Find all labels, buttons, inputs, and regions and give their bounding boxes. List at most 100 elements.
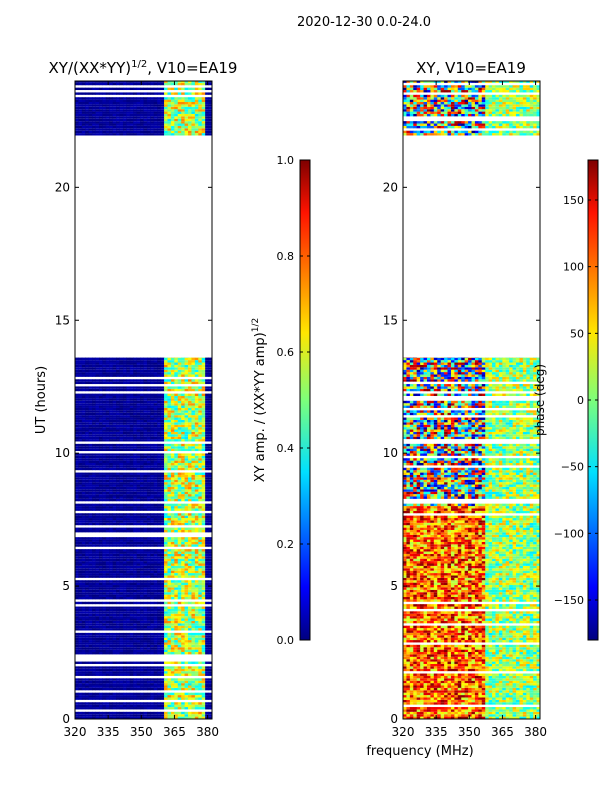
heatmap-cell [160, 707, 165, 710]
heatmap-cell [122, 367, 127, 370]
heatmap-cell [201, 412, 206, 416]
heatmap-cell [157, 498, 162, 502]
heatmap-cell [81, 702, 86, 705]
heatmap-cell [78, 369, 83, 373]
heatmap-cell [129, 541, 134, 545]
heatmap-cell [153, 589, 158, 593]
heatmap-cell [170, 618, 175, 621]
heatmap-cell [126, 628, 131, 631]
heatmap-cell [133, 687, 138, 691]
heatmap-cell [143, 446, 148, 449]
heatmap-cell [75, 436, 79, 440]
heatmap-cell [188, 386, 192, 389]
heatmap-cell [191, 367, 196, 370]
heatmap-cell [105, 683, 110, 686]
heatmap-cell [184, 637, 189, 641]
heatmap-cell [129, 644, 134, 648]
heatmap-cell [88, 513, 93, 516]
heatmap-cell [160, 611, 165, 614]
heatmap-cell [188, 671, 192, 674]
heatmap-cell [112, 465, 117, 468]
heatmap-cell [174, 477, 179, 480]
heatmap-cell [92, 398, 96, 401]
heatmap-cell [160, 702, 165, 705]
heatmap-cell [191, 484, 196, 487]
heatmap-cell [102, 400, 107, 404]
heatmap-cell [170, 424, 175, 428]
heatmap-cell [201, 611, 206, 614]
heatmap-cell [194, 372, 199, 375]
heatmap-cell [191, 563, 196, 566]
heatmap-cell [109, 697, 114, 700]
heatmap-cell [102, 563, 107, 566]
heatmap-cell [116, 431, 120, 435]
heatmap-cell [208, 498, 213, 502]
heatmap-cell [109, 611, 114, 614]
heatmap-cell [78, 596, 83, 600]
heatmap-cell [188, 362, 192, 365]
heatmap-cell [95, 494, 100, 497]
heatmap-cell [181, 573, 185, 576]
heatmap-cell [143, 520, 148, 523]
heatmap-cell [170, 620, 175, 624]
heatmap-cell [140, 620, 144, 624]
heatmap-cell [153, 465, 158, 468]
heatmap-cell [167, 472, 172, 475]
heatmap-cell [133, 714, 138, 717]
heatmap-cell [81, 439, 86, 442]
heatmap-cell [129, 640, 134, 643]
heatmap-cell [105, 439, 110, 442]
heatmap-cell [191, 541, 196, 545]
heatmap-cell [98, 565, 103, 569]
heatmap-cell [122, 649, 127, 653]
heatmap-cell [201, 620, 206, 624]
heatmap-cell [78, 479, 83, 483]
heatmap-cell [164, 527, 168, 530]
heatmap-cell [143, 489, 148, 492]
heatmap-cell [92, 707, 96, 710]
heatmap-cell [105, 419, 110, 423]
heatmap-cell [194, 482, 199, 485]
heatmap-cell [153, 592, 158, 595]
heatmap-cell [126, 364, 131, 368]
heatmap-cell [102, 632, 107, 636]
heatmap-cell [92, 608, 96, 612]
heatmap-cell [109, 573, 114, 576]
heatmap-cell [75, 704, 79, 708]
heatmap-cell [143, 711, 148, 715]
heatmap-cell [184, 666, 189, 669]
heatmap-cell [78, 489, 83, 492]
heatmap-cell [95, 393, 100, 397]
heatmap-cell [143, 415, 148, 418]
heatmap-cell [143, 601, 148, 605]
heatmap-cell [133, 683, 138, 686]
heatmap-cell [208, 606, 213, 609]
heatmap-cell [174, 436, 179, 440]
heatmap-cell [75, 407, 79, 411]
heatmap-cell [146, 714, 151, 717]
heatmap-cell [140, 381, 144, 385]
heatmap-cell [150, 508, 155, 511]
heatmap-cell [198, 458, 203, 461]
heatmap-cell [170, 692, 175, 696]
heatmap-cell [78, 400, 83, 404]
heatmap-cell [122, 518, 127, 521]
heatmap-cell [133, 556, 138, 559]
heatmap-cell [88, 628, 93, 631]
heatmap-cell [157, 491, 162, 495]
heatmap-cell [109, 541, 114, 545]
heatmap-cell [150, 589, 155, 593]
heatmap-cell [184, 580, 189, 583]
heatmap-cell [122, 400, 127, 404]
heatmap-cell [146, 482, 151, 485]
heatmap-cell [205, 467, 209, 471]
heatmap-cell [92, 477, 96, 480]
heatmap-cell [208, 556, 213, 559]
heatmap-cell [177, 673, 182, 676]
heatmap-cell [105, 412, 110, 416]
heatmap-cell [184, 632, 189, 636]
heatmap-cell [146, 537, 151, 540]
heatmap-cell [116, 683, 120, 686]
heatmap-cell [119, 635, 124, 638]
heatmap-cell [177, 678, 182, 681]
